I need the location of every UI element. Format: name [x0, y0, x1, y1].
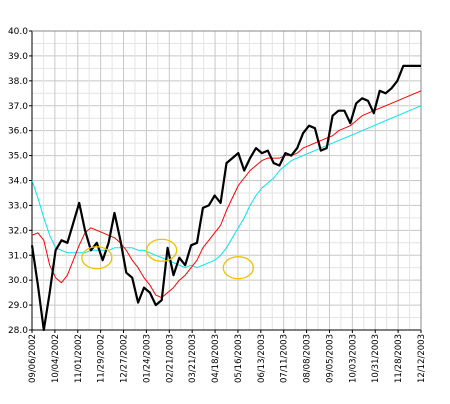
x-tick-label: 01/24/2003: [142, 334, 152, 383]
short-moving-average-line: [31, 90, 422, 299]
x-tick-label: 02/21/2003: [165, 334, 175, 383]
x-tick-label: 11/28/2003: [394, 334, 404, 383]
x-tick-label: 06/13/2003: [257, 334, 267, 383]
x-tick-label: 10/04/2002: [51, 334, 61, 383]
highlight-circle: [222, 256, 254, 280]
series: [30, 64, 422, 332]
x-tick-label: 10/03/2003: [348, 334, 358, 383]
long-moving-average-line: [31, 105, 422, 269]
y-tick-label: 33.0: [8, 201, 28, 211]
x-tick-label: 04/18/2003: [211, 334, 221, 383]
y-tick-label: 28.0: [8, 326, 28, 336]
x-tick-label: 08/08/2003: [303, 334, 313, 383]
y-tick-label: 38.0: [8, 77, 28, 87]
y-tick-label: 36.0: [8, 127, 28, 137]
x-tick-label: 11/29/2002: [97, 334, 107, 383]
y-tick-label: 35.0: [8, 152, 28, 162]
y-tick-label: 34.0: [8, 177, 28, 187]
y-tick-label: 29.0: [8, 301, 28, 311]
y-tick-label: 32.0: [8, 226, 28, 236]
highlight-circle: [146, 238, 178, 262]
x-tick-label: 09/06/2002: [28, 334, 38, 383]
y-tick-label: 31.0: [8, 251, 28, 261]
y-tick-label: 40.0: [8, 27, 28, 37]
y-tick-label: 37.0: [8, 102, 28, 112]
x-tick-label: 09/05/2003: [325, 334, 335, 383]
x-tick-label: 03/21/2003: [188, 334, 198, 383]
x-tick-label: 12/27/2002: [120, 334, 130, 383]
price-line: [30, 64, 421, 332]
highlight-circle: [81, 246, 113, 270]
grid: [31, 30, 422, 331]
x-tick-label: 10/31/2003: [371, 334, 381, 383]
tick-labels: 28.0 29.0 30.0 31.0 32.0 33.0 34.0 35.0 36.0 37.0…: [8, 27, 427, 383]
x-tick-label: 12/12/2003: [417, 334, 427, 383]
x-tick-label: 07/11/2003: [280, 334, 290, 383]
y-tick-label: 30.0: [8, 276, 28, 286]
highlight-circles: [81, 238, 254, 280]
y-tick-label: 39.0: [8, 52, 28, 62]
x-tick-label: 11/01/2002: [74, 334, 84, 383]
x-tick-label: 05/16/2003: [234, 334, 244, 383]
